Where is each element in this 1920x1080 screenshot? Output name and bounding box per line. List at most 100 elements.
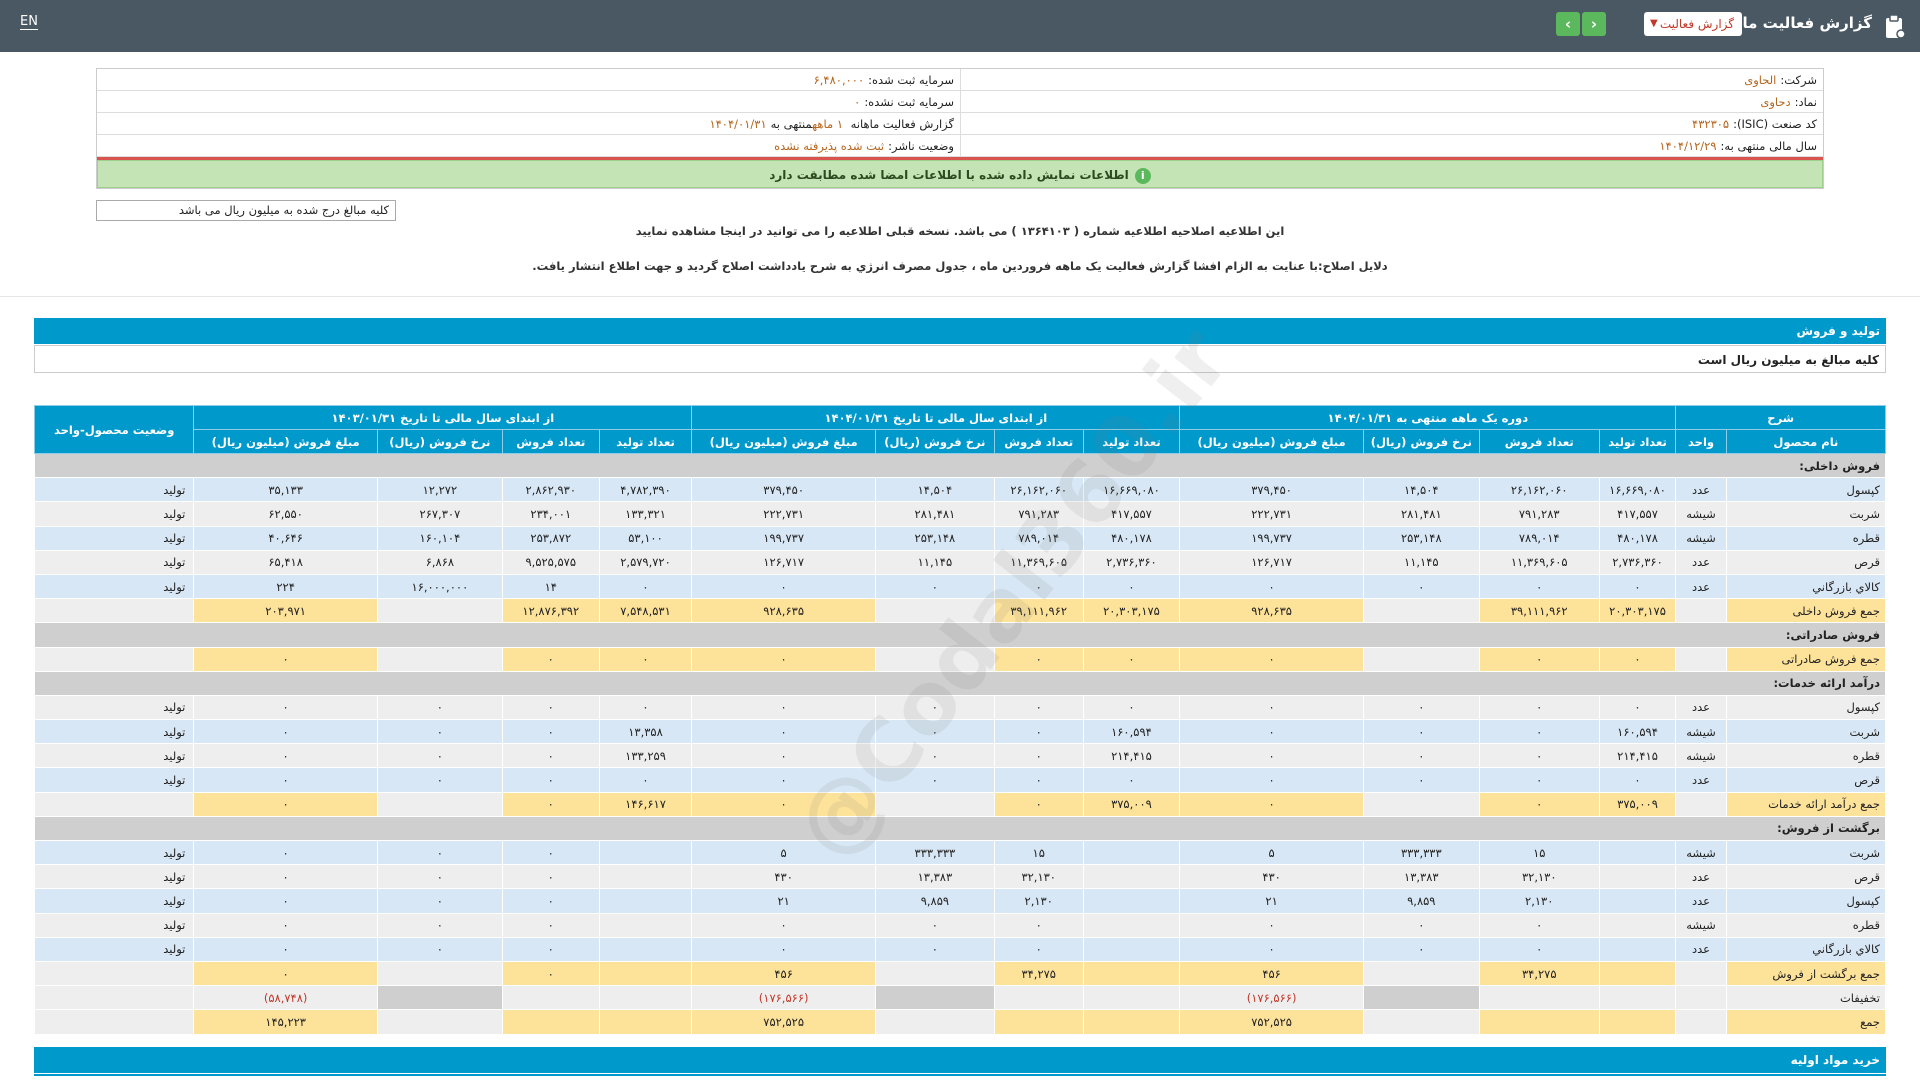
table-cell — [1362, 791, 1480, 817]
correction-notice[interactable]: این اطلاعیه اصلاحیه اطلاعیه شماره ( ۱۳۶۴… — [635, 224, 1285, 238]
row-label: شربت — [1725, 719, 1887, 745]
group-header-ytd-1404: از ابتدای سال مالی تا تاریخ ۱۴۰۴/۰۱/۳۱ — [691, 405, 1181, 430]
isic-cell: کد صنعت (ISIC):۴۳۲۳۰۵ — [960, 113, 1823, 134]
table-row: تخفیفات (۱۷۶,۵۶۶) (۱۷۶,۵۶۶) (۵۸,۷۴۸) — [33, 985, 1887, 1011]
company-label: شرکت: — [1780, 73, 1817, 87]
column-header: نام محصول — [1725, 429, 1887, 454]
table-cell: ۰ — [501, 864, 600, 890]
column-header: تعداد فروش — [501, 429, 600, 454]
table-cell: ۰ — [874, 573, 995, 600]
table-cell: ۱۴,۵۰۴ — [1362, 477, 1480, 503]
table-cell — [376, 960, 503, 987]
table-cell: ۰ — [1179, 791, 1364, 817]
table-cell: (۱۷۶,۵۶۶) — [1179, 985, 1364, 1011]
status-cell: تولید — [33, 864, 195, 890]
table-cell: ۷۸۹,۰۱۴ — [1478, 525, 1600, 551]
section-subtitle: کلیه مبالغ به میلیون ریال است — [34, 345, 1886, 373]
table-cell: ۰ — [691, 743, 876, 769]
table-cell: ۰ — [193, 719, 378, 745]
status-cell: تولید — [33, 936, 195, 962]
status-cell: تولید — [33, 694, 195, 721]
table-cell — [1675, 960, 1727, 987]
row-label: قطره — [1725, 912, 1887, 938]
table-cell: ۰ — [1478, 694, 1600, 721]
table-cell: ۱۴۵,۲۲۳ — [193, 1009, 378, 1035]
table-cell: ۰ — [1179, 694, 1364, 721]
table-cell — [1675, 985, 1727, 1011]
registered-capital-cell: سرمایه ثبت شده:۶,۴۸۰,۰۰۰ — [97, 69, 960, 90]
table-cell: ۰ — [1478, 936, 1600, 962]
table-cell: ۷۹۱,۲۸۳ — [1478, 501, 1600, 527]
row-label: قرص — [1725, 767, 1887, 793]
next-report-button[interactable]: › — [1556, 12, 1580, 36]
top-bar: گزارش فعالیت ماهانه گزارش فعالیت ▼ ‹ › E… — [0, 0, 1920, 52]
table-cell: ۰ — [193, 864, 378, 890]
table-cell: ۲۱ — [1179, 888, 1364, 914]
table-cell — [598, 864, 693, 890]
table-cell: ۰ — [501, 767, 600, 793]
table-cell: ۹۲۸,۶۳۵ — [1179, 598, 1364, 624]
table-cell — [1598, 888, 1677, 914]
table-cell: ۲۰,۳۰۳,۱۷۵ — [1598, 598, 1677, 624]
table-cell: عدد — [1675, 888, 1727, 914]
table-cell — [598, 936, 693, 962]
info-row: سال مالی منتهی به:۱۴۰۴/۱۲/۲۹ وضعیت ناشر:… — [97, 135, 1823, 157]
symbol-value[interactable]: دحاوی — [1760, 95, 1791, 109]
table-cell: ۰ — [501, 694, 600, 721]
table-cell — [1362, 985, 1480, 1011]
row-label: شربت — [1725, 501, 1887, 527]
table-cell: ۱۵ — [1478, 839, 1600, 866]
status-cell: تولید — [33, 501, 195, 527]
table-cell: شیشه — [1675, 912, 1727, 938]
amount-unit-note: کلیه مبالغ درج شده به میلیون ریال می باش… — [96, 200, 396, 221]
table-cell: ۲۸۱,۴۸۱ — [1362, 501, 1480, 527]
table-cell: ۲,۱۳۰ — [1478, 888, 1600, 914]
table-cell: ۷۹۱,۲۸۳ — [993, 501, 1084, 527]
table-cell: ۳۹,۱۱۱,۹۶۲ — [1478, 598, 1600, 624]
table-cell: ۰ — [1598, 573, 1677, 600]
table-row: قطره شیشه ۰ ۰ ۰ ۰ ۰ ۰ ۰ ۰ ۰ تولید — [33, 912, 1887, 938]
table-cell — [1675, 1009, 1727, 1035]
table-cell: ۴۱۷,۵۵۷ — [1598, 501, 1677, 527]
language-toggle[interactable]: EN — [20, 14, 38, 30]
section-row: فروش داخلی: — [34, 452, 1886, 479]
chevron-right-icon: › — [1564, 15, 1572, 33]
table-cell — [598, 839, 693, 866]
status-cell: تولید — [33, 573, 195, 600]
status-cell — [33, 1009, 195, 1035]
section-row-label: فروش صادراتی: — [34, 622, 1886, 648]
status-cell — [33, 960, 195, 987]
status-cell: تولید — [33, 767, 195, 793]
row-label: جمع — [1725, 1009, 1887, 1035]
table-cell — [1675, 598, 1727, 624]
report-type-select[interactable]: گزارش فعالیت ▼ — [1644, 12, 1742, 36]
table-cell: عدد — [1675, 477, 1727, 503]
previous-report-button[interactable]: ‹ — [1582, 12, 1606, 36]
table-cell — [1598, 1009, 1677, 1035]
report-period-cell: گزارش فعالیت ماهانه ۱ ماههمنتهی به۱۴۰۴/۰… — [97, 113, 960, 134]
table-cell — [598, 960, 693, 987]
table-cell — [1082, 912, 1181, 938]
isic-label: کد صنعت (ISIC): — [1733, 117, 1817, 131]
isic-value: ۴۳۲۳۰۵ — [1692, 117, 1730, 131]
table-row: قرص عدد ۰ ۰ ۰ ۰ ۰ ۰ ۰ ۰ ۰ ۰ ۰ ۰ تولید — [33, 767, 1887, 793]
table-cell: ۱۵ — [993, 839, 1084, 866]
table-cell: عدد — [1675, 549, 1727, 575]
table-cell — [1082, 936, 1181, 962]
production-sales-table: شرح دوره یک ماهه منتهی به ۱۴۰۴/۰۱/۳۱ از … — [33, 405, 1887, 1035]
table-cell: ۱۱,۳۶۹,۶۰۵ — [993, 549, 1084, 575]
table-cell: ۲۲۴ — [193, 573, 378, 600]
row-label: قرص — [1725, 549, 1887, 575]
section-header-raw-materials: خرید مواد اولیه — [34, 1047, 1886, 1073]
table-cell: ۶۵,۴۱۸ — [193, 549, 378, 575]
table-cell: ۰ — [1362, 573, 1480, 600]
table-cell: ۳۷۵,۰۰۹ — [1082, 791, 1181, 817]
table-cell: ۲,۷۳۶,۳۶۰ — [1082, 549, 1181, 575]
table-cell: ۰ — [1362, 719, 1480, 745]
table-cell: ۰ — [993, 791, 1084, 817]
status-cell — [33, 598, 195, 624]
company-value[interactable]: الحاوی — [1744, 73, 1777, 87]
table-row: کالاي بازرگاني عدد ۰ ۰ ۰ ۰ ۰ ۰ ۰ ۰ ۰ ۱۴ ۱۶,۰۰۰,۰۰۰ ۲۲… — [33, 573, 1887, 600]
symbol-cell: نماد:دحاوی — [960, 91, 1823, 112]
section-row-label: فروش داخلی: — [34, 452, 1886, 479]
